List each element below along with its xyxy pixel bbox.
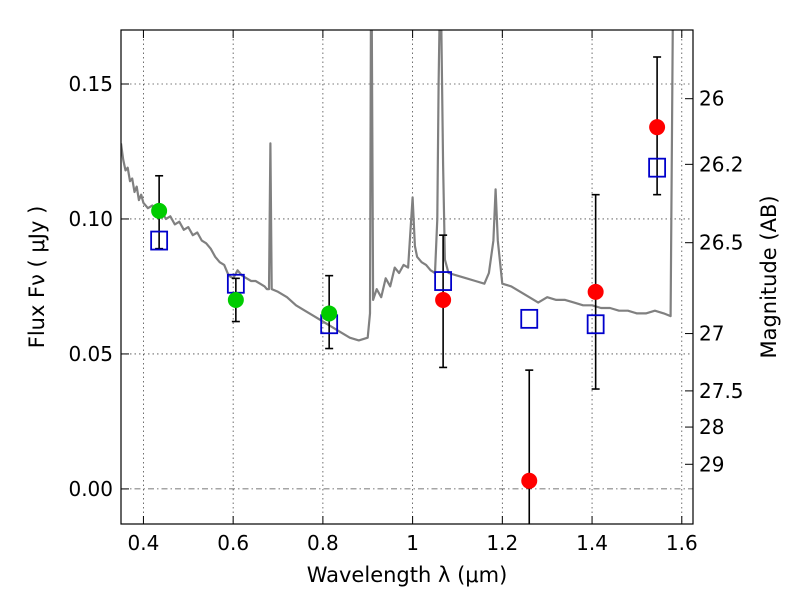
y-tick-label: 0.10 (68, 207, 113, 231)
observed-point (587, 283, 604, 300)
observed-point (321, 305, 338, 322)
x-tick-label: 1.2 (486, 531, 518, 555)
x-tick-label: 1.4 (576, 531, 608, 555)
x-tick-label: 1.6 (666, 531, 698, 555)
y2-tick-label: 27 (699, 322, 724, 346)
model-point-square (520, 308, 539, 329)
y-tick-label: 0.05 (68, 342, 113, 366)
observed-point (227, 291, 244, 308)
x-tick-label: 0.6 (217, 531, 249, 555)
y2-tick-label: 29 (699, 452, 724, 476)
model-point-square (586, 314, 605, 335)
y2-tick-label: 26.5 (699, 231, 744, 255)
observed-point (435, 291, 452, 308)
y-tick-label: 0.00 (68, 477, 113, 501)
x-tick-label: 1 (406, 531, 419, 555)
observed-point (521, 472, 538, 489)
plot-frame (120, 29, 694, 525)
axis-ticks: 0.4 0.6 0.8 1 1.2 1.4 1.6 0.00 0.05 0.10 0.15 26 26.… (68, 30, 744, 555)
y2-tick-label: 27.5 (699, 379, 744, 403)
observed-point (649, 119, 666, 136)
y2-axis-label: Magnitude (AB) (757, 195, 781, 358)
model-point-square (150, 230, 169, 251)
model-point-square (434, 271, 453, 291)
y2-tick-label: 28 (699, 415, 724, 439)
y-tick-label: 0.15 (68, 72, 113, 96)
y2-tick-label: 26 (699, 87, 724, 111)
x-axis-label: Wavelength λ (μm) (307, 563, 508, 587)
data-points (150, 56, 667, 524)
observed-point (151, 202, 168, 219)
x-tick-label: 0.8 (307, 531, 339, 555)
y2-tick-label: 26.2 (699, 152, 744, 176)
spectrum-line (121, 30, 674, 342)
model-spectrum (121, 30, 674, 342)
y-axis-label: Flux Fν ( μJy ) (25, 206, 49, 349)
grid (121, 30, 693, 524)
x-tick-label: 0.4 (128, 531, 160, 555)
model-point-square (648, 157, 667, 178)
